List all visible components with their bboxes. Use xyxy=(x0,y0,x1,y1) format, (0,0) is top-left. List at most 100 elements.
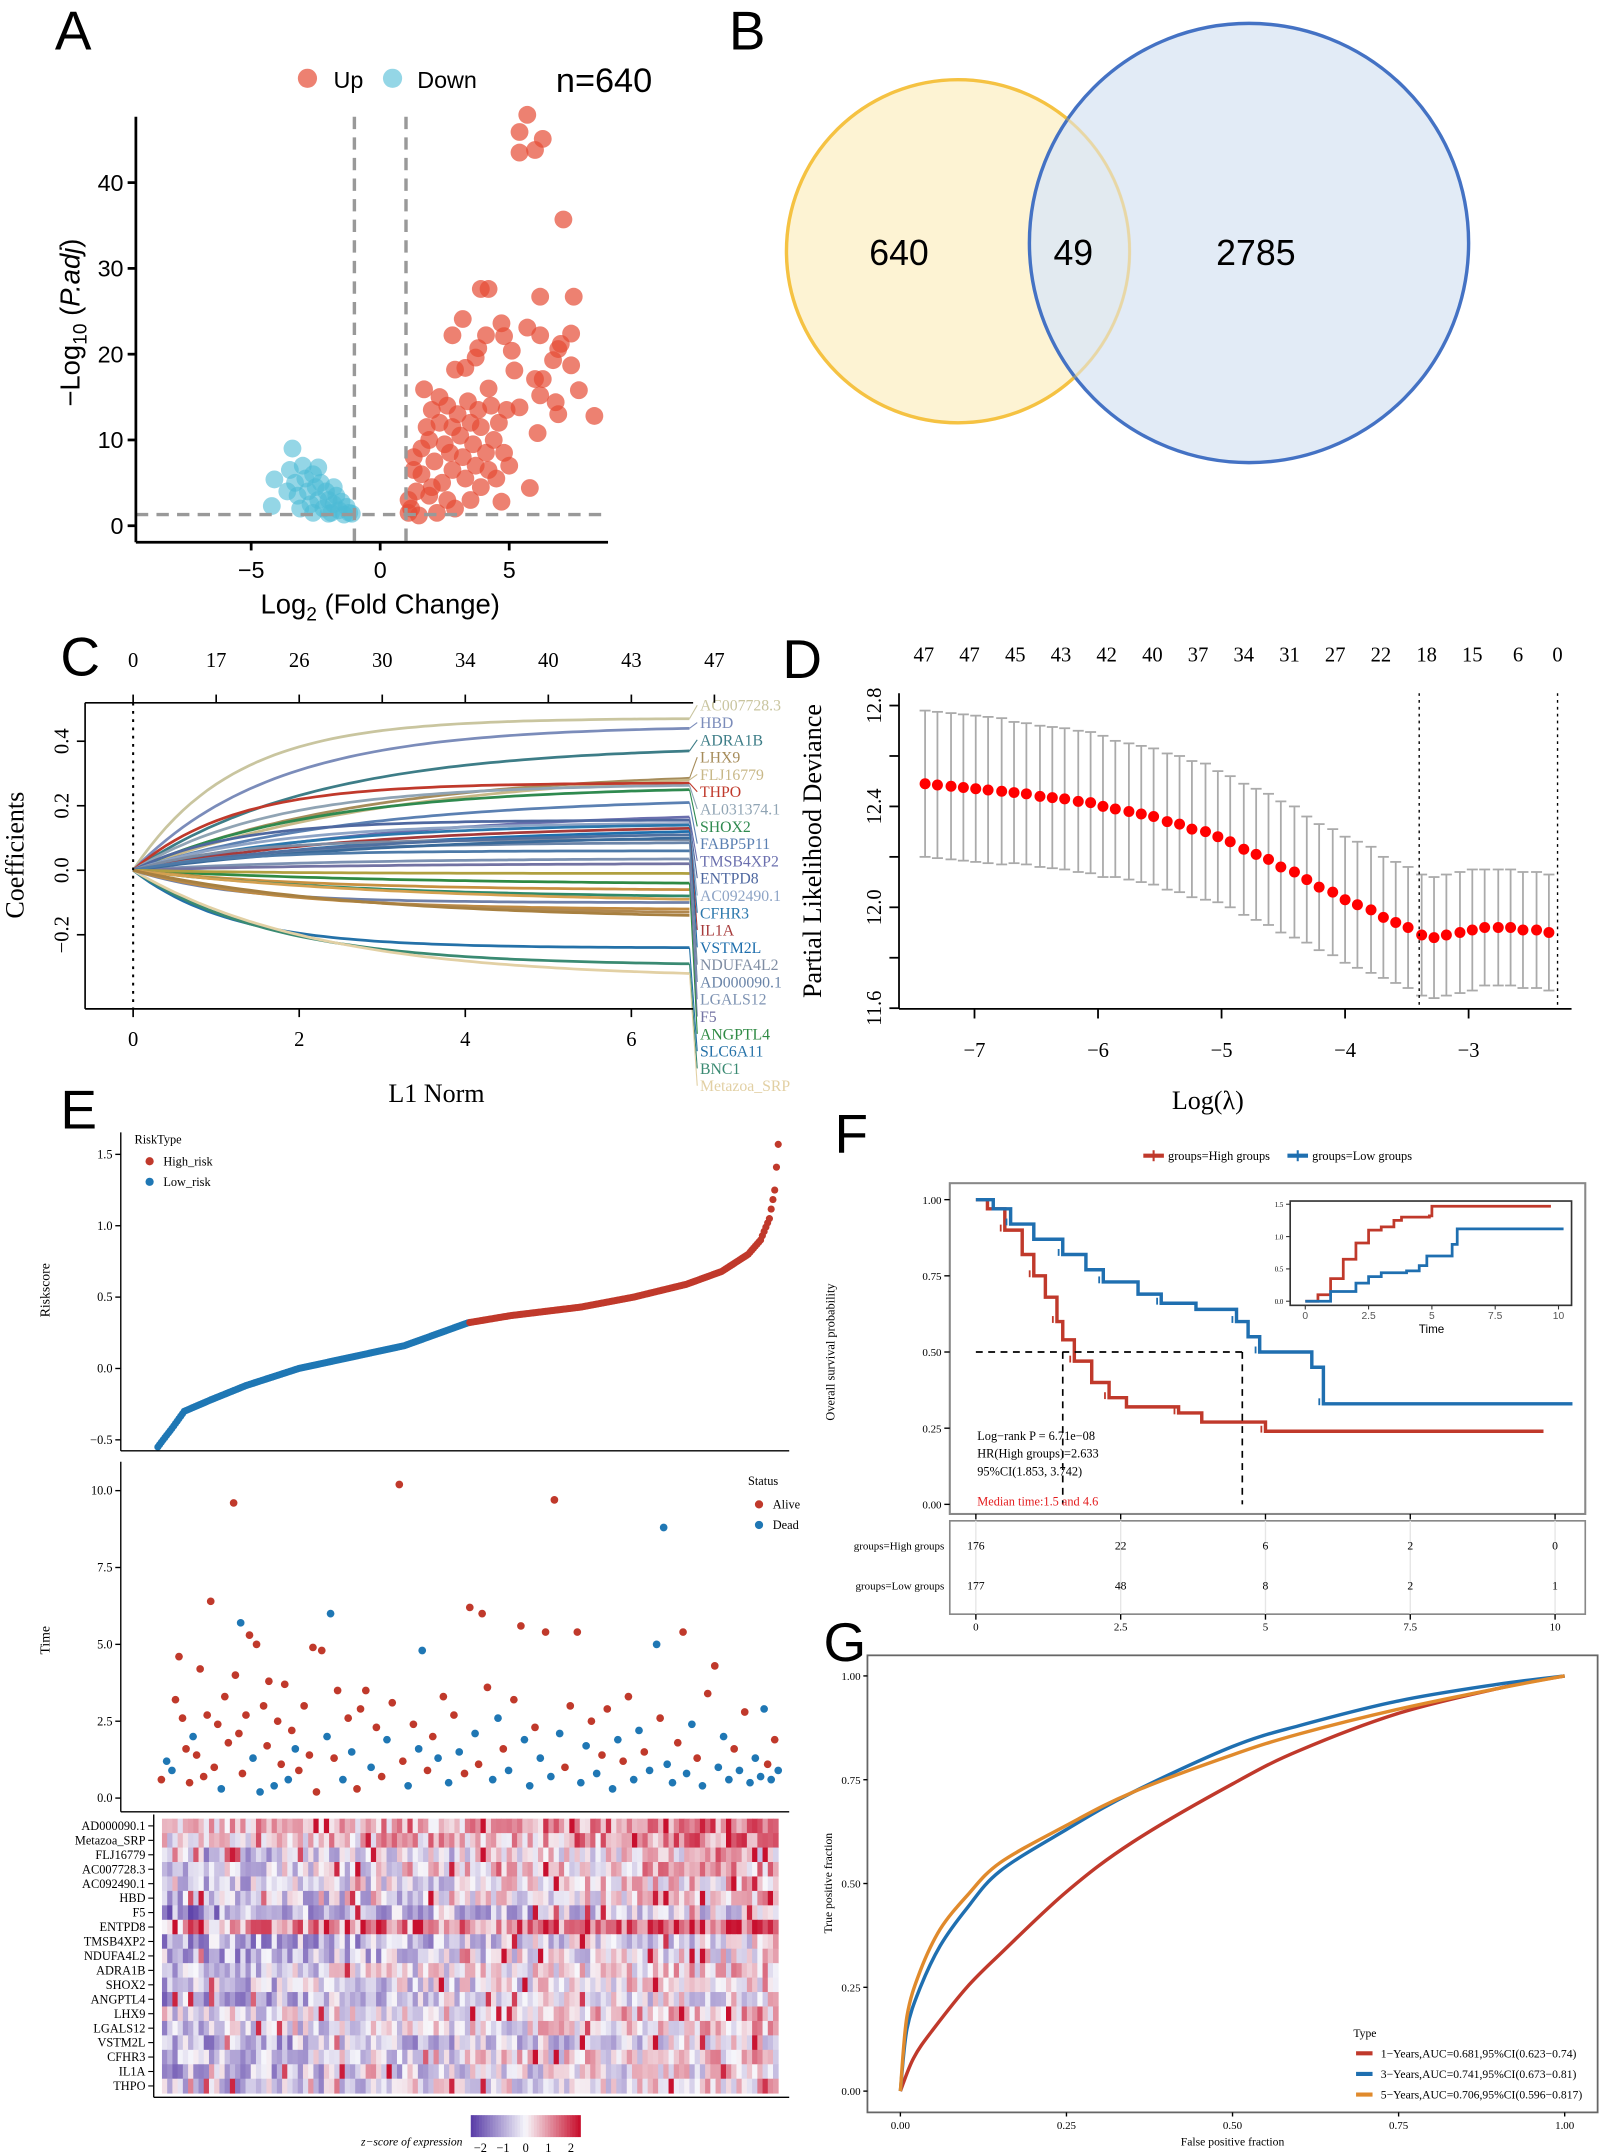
top-tick-label: 40 xyxy=(538,650,559,672)
deviance-point xyxy=(931,779,943,791)
heatmap-cell xyxy=(334,1833,340,1848)
heatmap-cell xyxy=(329,2078,335,2094)
heatmap-cell xyxy=(177,1992,184,2007)
heatmap-cell xyxy=(182,1992,189,2007)
colorbar-segment xyxy=(509,2115,513,2138)
heatmap-cell xyxy=(767,2078,774,2094)
heatmap-cell xyxy=(652,1963,659,1979)
heatmap-cell xyxy=(642,1919,649,1935)
heatmap-cell xyxy=(302,1934,309,1950)
heatmap-cell xyxy=(705,1890,711,1906)
heatmap-cell xyxy=(261,1905,267,1921)
up-gene-point xyxy=(453,310,472,328)
heatmap-cell xyxy=(584,1833,591,1848)
heatmap-cell xyxy=(605,2020,612,2036)
legend-alive-label: Alive xyxy=(773,1497,801,1511)
heatmap-cell xyxy=(318,2020,325,2036)
heatmap-cell xyxy=(720,1963,727,1979)
heatmap-cell xyxy=(449,1890,455,1906)
heatmap-cell xyxy=(235,2078,241,2094)
y-tick-label: 0.5 xyxy=(97,1290,112,1304)
heatmap-cell xyxy=(767,1919,774,1935)
coefficient-label-leader xyxy=(688,789,698,827)
heatmap-cell xyxy=(318,1862,325,1877)
heatmap-cell xyxy=(261,1963,267,1979)
up-gene-point xyxy=(464,435,483,454)
heatmap-cell xyxy=(668,1847,675,1863)
heatmap-cell xyxy=(470,1890,476,1906)
heatmap-cell xyxy=(391,1934,398,1950)
heatmap-cell xyxy=(438,1862,445,1877)
heatmap-cell xyxy=(490,1934,497,1950)
heatmap-cell xyxy=(757,2049,763,2065)
heatmap-cell xyxy=(752,2035,758,2051)
heatmap-cell xyxy=(678,2049,685,2065)
heatmap-cell xyxy=(391,2006,398,2022)
heatmap-cell xyxy=(543,1934,549,1950)
heatmap-cell xyxy=(496,1948,502,1964)
heatmap-cell xyxy=(198,2078,205,2094)
heatmap-cell xyxy=(611,1905,617,1921)
heatmap-cell xyxy=(752,2078,758,2094)
heatmap-cell xyxy=(752,1862,758,1877)
heatmap-cell xyxy=(532,1905,539,1921)
heatmap-cell xyxy=(423,1992,429,2007)
heatmap-cell xyxy=(423,1948,429,1964)
heatmap-cell xyxy=(715,1818,722,1834)
heatmap-cell xyxy=(605,1818,612,1834)
deviance-point xyxy=(1288,866,1300,878)
heatmap-cell xyxy=(590,2078,596,2094)
panel-label-d: D xyxy=(782,628,822,690)
heatmap-cell xyxy=(569,2078,575,2094)
heatmap-cell xyxy=(376,2020,382,2036)
heatmap-cell xyxy=(710,1862,716,1877)
high-risk-point xyxy=(771,1186,779,1194)
heatmap-cell xyxy=(752,1905,758,1921)
heatmap-cell xyxy=(600,1890,607,1906)
deviance-point xyxy=(1123,805,1135,817)
dead-point xyxy=(189,1732,197,1741)
heatmap-cell xyxy=(229,1890,236,1906)
alive-point xyxy=(263,1741,271,1750)
coefficient-label: NDUFA4L2 xyxy=(700,957,779,974)
heatmap-cell xyxy=(282,2035,288,2051)
heatmap-cell xyxy=(323,2006,330,2022)
heatmap-cell xyxy=(569,1948,575,1964)
top-tick-label: 22 xyxy=(1371,645,1392,667)
heatmap-cell xyxy=(334,1934,340,1950)
heatmap-cell xyxy=(616,1963,622,1979)
heatmap-cell xyxy=(219,1963,226,1979)
heatmap-cell xyxy=(600,1948,607,1964)
heatmap-cell xyxy=(417,2064,424,2080)
heatmap-cell xyxy=(229,1876,236,1892)
heatmap-cell xyxy=(161,1934,168,1950)
heatmap-cell xyxy=(689,1862,696,1877)
heatmap-cell xyxy=(177,1876,184,1892)
top-tick-label: 6 xyxy=(1513,645,1523,667)
lasso-cv-plot: 11.612.012.412.8−7 −6 −5 −4 −347 47 45 43 42 40 37… xyxy=(798,645,1572,1115)
heatmap-cell xyxy=(658,2020,664,2036)
dead-point xyxy=(414,1745,423,1753)
heatmap-cell xyxy=(564,1905,570,1921)
heatmap-cell xyxy=(705,1963,711,1979)
heatmap-cell xyxy=(652,1934,659,1950)
heatmap-cell xyxy=(423,2049,429,2065)
heatmap-cell xyxy=(736,1876,743,1892)
heatmap-cell xyxy=(297,1876,304,1892)
heatmap-cell xyxy=(621,1948,628,1964)
heatmap-cell xyxy=(642,1963,649,1979)
heatmap-cell xyxy=(329,1890,335,1906)
heatmap-cell xyxy=(428,2064,434,2080)
heatmap-cell xyxy=(428,1963,434,1979)
heatmap-cell xyxy=(177,1948,184,1964)
deviance-point xyxy=(1339,894,1351,906)
heatmap-cell xyxy=(574,1876,581,1892)
heatmap-cell xyxy=(772,2006,779,2022)
statistics-text: Log−rank P = 6.71e−08 xyxy=(977,1429,1095,1443)
heatmap-cell xyxy=(616,2064,622,2080)
heatmap-cell xyxy=(334,2020,340,2036)
heatmap-cell xyxy=(344,2064,351,2080)
heatmap-cell xyxy=(611,1963,617,1979)
panel-label-f: F xyxy=(834,1103,868,1165)
heatmap-cell xyxy=(611,1847,617,1863)
